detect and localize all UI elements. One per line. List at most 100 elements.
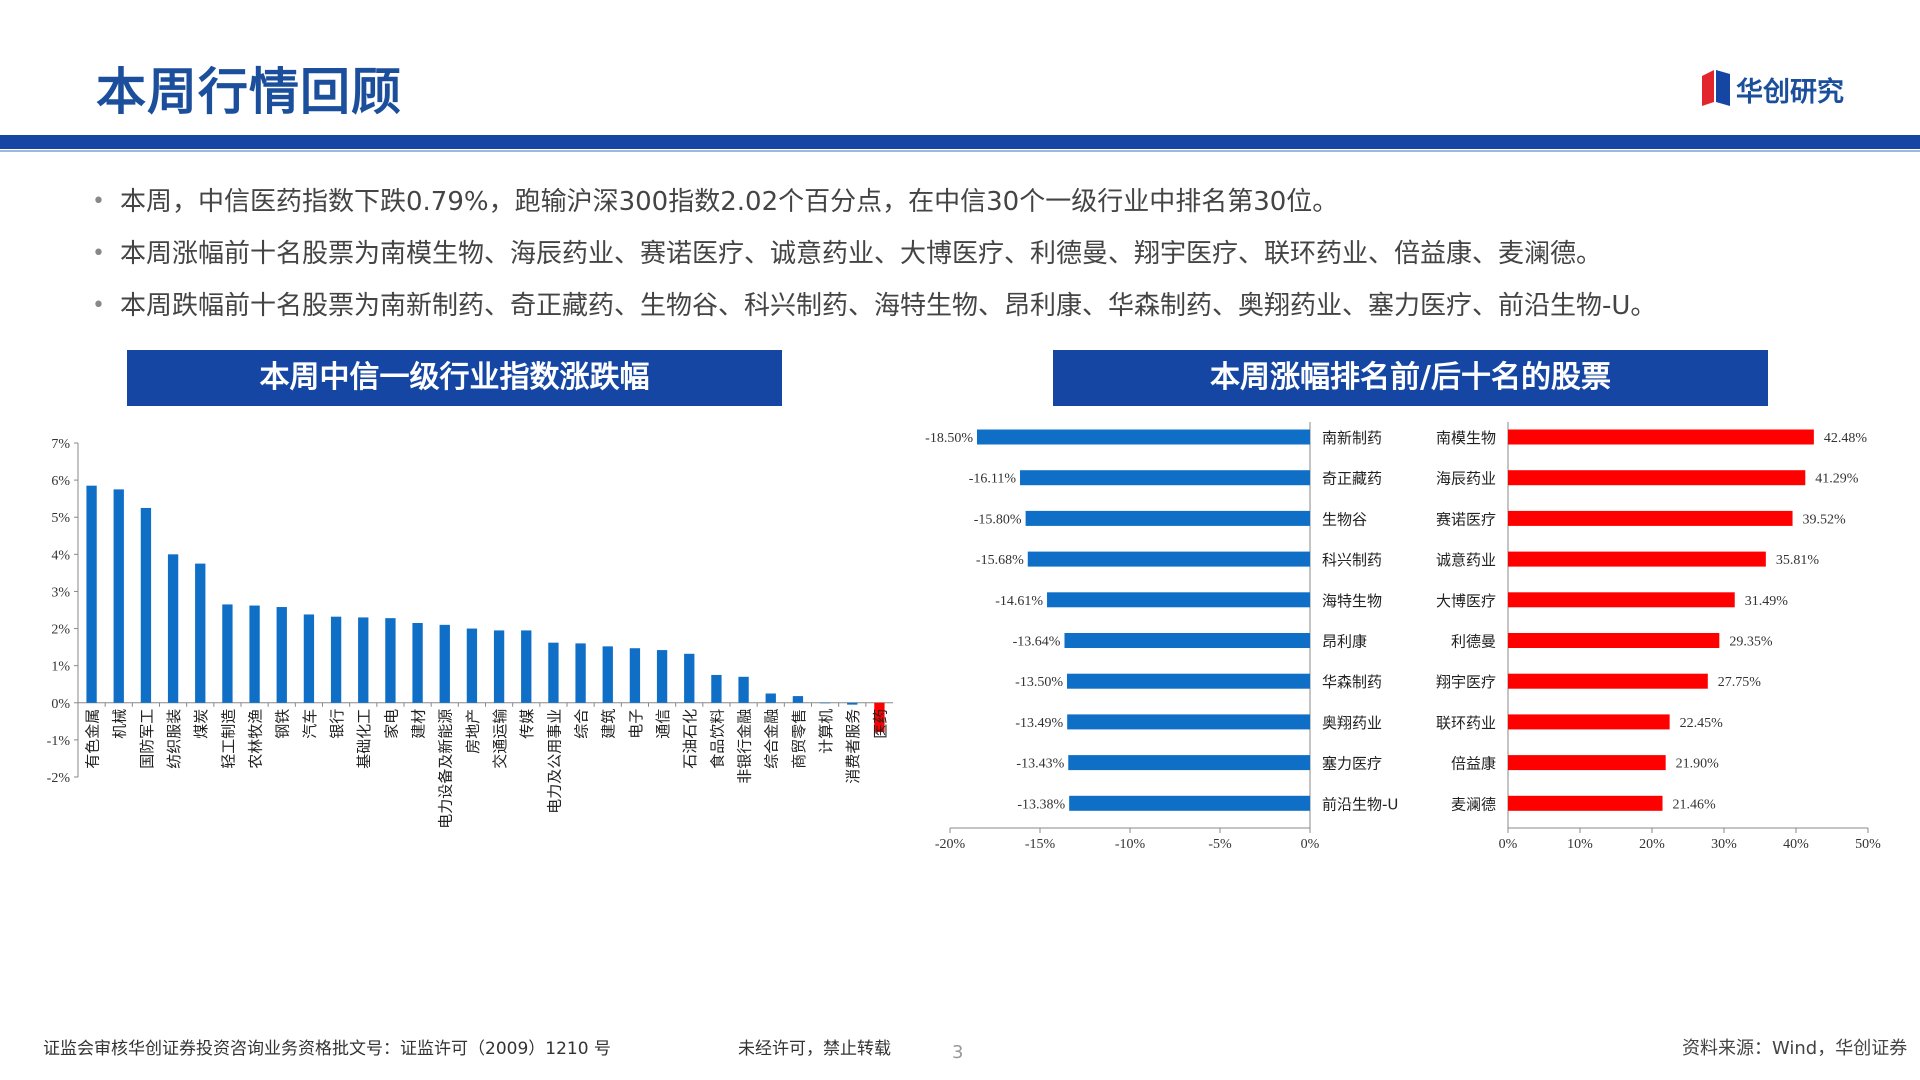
losers-value-label: -14.61% <box>995 594 1043 609</box>
page-number: 3 <box>952 1042 964 1063</box>
losers-value-label: -15.68% <box>976 553 1024 568</box>
losers-x-tick-label: 0% <box>1301 837 1320 852</box>
industry-bar <box>493 630 505 703</box>
gainers-stock-name: 赛诺医疗 <box>1436 510 1496 528</box>
gainers-x-tick-label: 10% <box>1567 837 1593 852</box>
losers-stock-name: 奥翔药业 <box>1322 714 1382 732</box>
losers-bar <box>1067 714 1310 730</box>
industry-category-label: 消费者服务 <box>844 709 862 784</box>
industry-category-label: 银行 <box>328 709 346 739</box>
gainers-bar <box>1508 470 1806 486</box>
gainers-x-tick-label: 30% <box>1711 837 1737 852</box>
gainers-bar <box>1508 755 1666 771</box>
losers-value-label: -16.11% <box>969 472 1017 487</box>
industry-category-label: 电力及公用事业 <box>545 709 563 814</box>
industry-bar <box>656 650 668 703</box>
license-note: 证监会审核华创证券投资咨询业务资格批文号：证监许可（2009）1210 号 <box>43 1039 611 1059</box>
losers-bar <box>1020 470 1310 486</box>
industry-category-label: 电力设备及新能源 <box>437 709 455 829</box>
industry-bar <box>765 693 776 703</box>
gainers-x-tick-label: 0% <box>1499 837 1518 852</box>
stock-ranking-chart-title: 本周涨幅排名前/后十名的股票 <box>1053 350 1768 406</box>
industry-bar <box>521 630 532 703</box>
losers-value-label: -13.38% <box>1017 797 1065 812</box>
gainers-value-label: 42.48% <box>1824 431 1868 446</box>
bullet-item: 本周，中信医药指数下跌0.79%，跑输沪深300指数2.02个百分点，在中信30… <box>92 176 1656 228</box>
losers-stock-name: 科兴制药 <box>1322 551 1382 569</box>
industry-y-tick-label: 3% <box>51 585 70 600</box>
bullet-item: 本周涨幅前十名股票为南模生物、海辰药业、赛诺医疗、诚意药业、大博医疗、利德曼、翔… <box>92 228 1656 280</box>
industry-category-label: 钢铁 <box>274 709 292 739</box>
losers-bar <box>1068 755 1310 771</box>
gainers-bar <box>1508 633 1720 648</box>
industry-category-label: 食品饮料 <box>708 709 726 769</box>
losers-stock-name: 华森制药 <box>1322 673 1382 691</box>
gainers-value-label: 41.29% <box>1815 472 1859 487</box>
losers-stock-name: 海特生物 <box>1322 592 1382 610</box>
losers-x-tick-label: -15% <box>1025 837 1056 852</box>
industry-category-label: 医药 <box>871 709 889 739</box>
gainers-x-tick-label: 20% <box>1639 837 1665 852</box>
industry-y-tick-label: 2% <box>51 623 70 638</box>
header-divider <box>0 135 1920 152</box>
industry-bar <box>385 618 396 703</box>
industry-category-label: 通信 <box>654 709 672 739</box>
gainers-bar <box>1508 429 1814 445</box>
industry-category-label: 国防军工 <box>138 709 156 769</box>
industry-bar <box>792 696 804 703</box>
losers-value-label: -18.50% <box>925 431 973 446</box>
industry-category-label: 基础化工 <box>355 709 373 769</box>
industry-bar <box>575 643 586 703</box>
losers-bar <box>1027 551 1310 567</box>
losers-bar <box>977 429 1310 445</box>
losers-x-tick-label: -5% <box>1208 837 1232 852</box>
gainers-value-label: 21.90% <box>1676 757 1720 772</box>
industry-category-label: 非银行金融 <box>736 709 754 784</box>
industry-category-label: 轻工制造 <box>219 709 237 769</box>
gainers-stock-name: 诚意药业 <box>1436 551 1496 569</box>
industry-bar <box>276 607 287 703</box>
industry-bar <box>847 702 858 705</box>
gainers-bar <box>1508 592 1735 608</box>
industry-bar <box>195 563 206 703</box>
losers-bar <box>1025 510 1310 526</box>
gainers-bar <box>1508 714 1670 730</box>
industry-y-tick-label: 7% <box>51 437 70 452</box>
losers-stock-name: 昂利康 <box>1322 633 1367 651</box>
losers-stock-name: 奇正藏药 <box>1322 470 1382 488</box>
gainers-value-label: 31.49% <box>1745 594 1789 609</box>
data-source: 资料来源：Wind，华创证券 <box>1682 1038 1908 1059</box>
gainers-value-label: 29.35% <box>1729 635 1773 650</box>
industry-bar <box>602 646 613 703</box>
gainers-bar <box>1508 551 1766 567</box>
industry-bar <box>439 624 450 703</box>
gainers-bar <box>1508 795 1663 811</box>
industry-category-label: 纺织服装 <box>165 709 183 769</box>
industry-category-label: 汽车 <box>301 709 319 739</box>
losers-stock-name: 前沿生物-U <box>1322 795 1398 813</box>
industry-bar <box>358 617 369 703</box>
gainers-bar <box>1508 673 1708 689</box>
bullet-item: 本周跌幅前十名股票为南新制药、奇正藏药、生物谷、科兴制药、海特生物、昂利康、华森… <box>92 280 1656 332</box>
industry-chart-title: 本周中信一级行业指数涨跌幅 <box>127 350 782 406</box>
industry-category-label: 房地产 <box>464 709 482 754</box>
industry-bar <box>819 702 831 704</box>
industry-bar <box>330 616 342 703</box>
industry-category-label: 石油石化 <box>681 709 699 769</box>
industry-bar <box>140 507 152 703</box>
gainers-stock-name: 联环药业 <box>1436 714 1496 732</box>
industry-category-label: 综合 <box>573 709 591 739</box>
losers-stock-name: 塞力医疗 <box>1322 755 1382 773</box>
gainers-x-tick-label: 40% <box>1783 837 1809 852</box>
industry-category-label: 计算机 <box>817 709 835 754</box>
losers-stock-name: 生物谷 <box>1322 510 1367 528</box>
industry-category-label: 煤炭 <box>192 709 210 739</box>
gainers-stock-name: 大博医疗 <box>1436 592 1496 610</box>
industry-category-label: 有色金属 <box>84 709 102 769</box>
industry-bar <box>303 614 315 703</box>
industry-bar <box>738 676 749 703</box>
brand-logo-icon <box>1702 70 1730 106</box>
losers-bar <box>1069 795 1310 811</box>
industry-y-tick-label: -2% <box>47 771 71 786</box>
losers-value-label: -13.43% <box>1016 757 1064 772</box>
